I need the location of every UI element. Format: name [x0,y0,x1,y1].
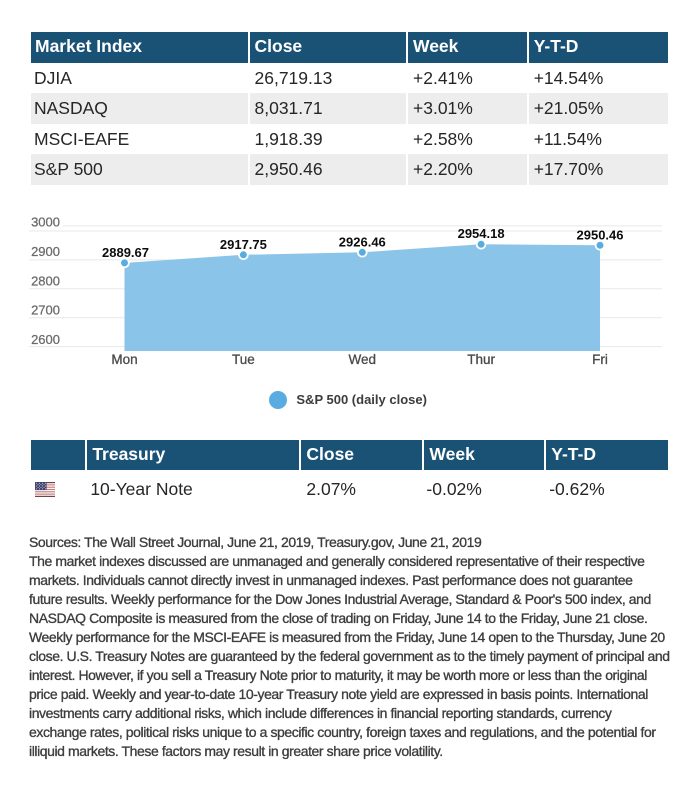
svg-text:Thur: Thur [467,352,495,367]
svg-text:2926.46: 2926.46 [339,234,386,249]
svg-text:2800: 2800 [31,273,60,288]
svg-text:2900: 2900 [31,244,60,259]
svg-text:S&P 500 (daily close): S&P 500 (daily close) [296,392,427,407]
svg-text:2917.75: 2917.75 [220,237,267,252]
svg-text:Fri: Fri [592,352,608,367]
svg-text:2889.67: 2889.67 [102,245,149,260]
svg-text:2954.18: 2954.18 [458,226,505,241]
svg-text:Mon: Mon [111,352,137,367]
svg-text:2950.46: 2950.46 [577,227,624,242]
svg-text:3000: 3000 [31,214,60,229]
svg-text:Wed: Wed [349,352,377,367]
svg-text:2600: 2600 [31,332,60,347]
svg-text:2700: 2700 [31,303,60,318]
svg-text:Tue: Tue [232,352,255,367]
